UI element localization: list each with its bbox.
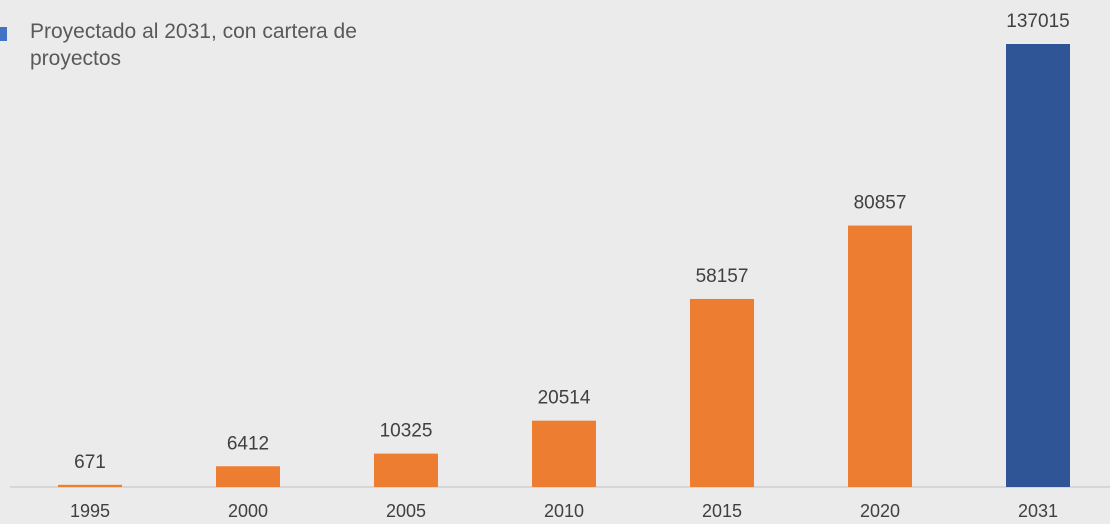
bar	[1006, 44, 1070, 487]
x-tick-label: 2010	[544, 501, 584, 521]
x-tick-label: 2005	[386, 501, 426, 521]
bar	[848, 225, 912, 487]
legend-key	[0, 27, 7, 41]
bar	[690, 298, 754, 487]
bar	[58, 484, 122, 487]
value-label: 137015	[1006, 11, 1069, 32]
value-label: 10325	[380, 421, 433, 442]
value-label: 58157	[696, 266, 749, 287]
x-tick-label: 2031	[1018, 501, 1058, 521]
value-label: 80857	[854, 193, 907, 214]
value-label: 6412	[227, 433, 269, 454]
value-label: 20514	[538, 388, 591, 409]
x-tick-label: 2000	[228, 501, 268, 521]
legend-label: Proyectado al 2031, con cartera de proye…	[30, 20, 357, 70]
bar	[532, 420, 596, 487]
x-tick-label: 2015	[702, 501, 742, 521]
value-label: 671	[74, 452, 106, 473]
x-tick-label: 2020	[860, 501, 900, 521]
x-tick-label: 1995	[70, 501, 110, 521]
bar	[216, 466, 280, 487]
bar	[374, 453, 438, 487]
